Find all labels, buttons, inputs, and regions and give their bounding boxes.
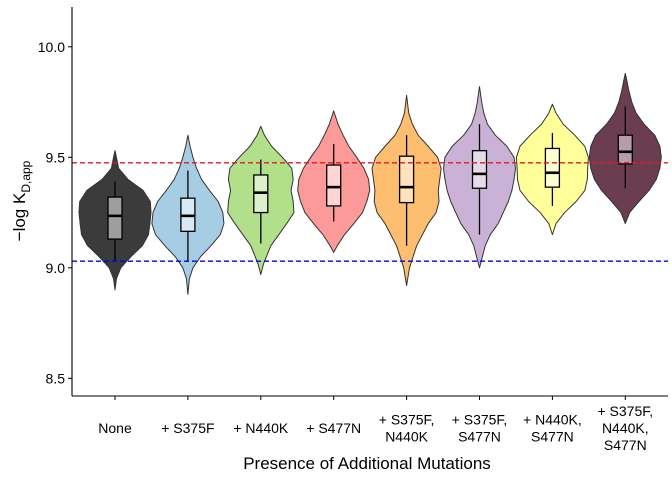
x-tick-label-line: + S375F,	[379, 412, 435, 428]
x-tick-label-line: None	[98, 420, 132, 436]
x-tick-label-line: + S375F,	[597, 403, 653, 419]
violin-group	[588, 72, 662, 225]
y-axis-title-main: −log K	[10, 192, 29, 241]
x-tick-label: + N440K	[233, 420, 289, 436]
x-tick-label: + S375F, N440K, S477N	[597, 403, 653, 453]
x-tick-label-line: S477N	[531, 429, 574, 445]
y-tick-label: 9.0	[46, 260, 66, 276]
plot-area	[72, 72, 668, 295]
y-tick-label: 10.0	[38, 39, 65, 55]
box-iqr	[471, 150, 488, 189]
box-iqr	[107, 196, 123, 240]
x-tick-label: + S375F, N440K	[379, 412, 435, 445]
x-tick-label-line: + S477N	[306, 420, 361, 436]
x-tick-label-line: + S375F	[161, 420, 214, 436]
box-iqr	[544, 147, 561, 188]
x-tick-label-line: N440K,	[602, 420, 649, 436]
violin-group	[297, 110, 371, 253]
x-tick-label: + S375F, S477N	[452, 412, 508, 445]
box-iqr	[617, 134, 633, 165]
x-tick-label: + N440K, S477N	[523, 412, 582, 445]
violin-group	[151, 134, 225, 295]
y-axis-ticks: 8.5 9.0 9.5 10.0	[38, 39, 72, 386]
y-axis-title-subscript: D,app	[19, 160, 33, 192]
violin-group	[443, 86, 516, 269]
x-tick-label: + S477N	[306, 420, 361, 436]
x-axis-title: Presence of Additional Mutations	[243, 454, 491, 473]
violin-group	[371, 94, 442, 286]
y-tick-label: 8.5	[46, 370, 66, 386]
x-tick-label-line: + N440K,	[523, 412, 582, 428]
y-axis-title: −log KD,app	[10, 160, 33, 241]
x-tick-label: None	[98, 420, 132, 436]
violin-group	[515, 103, 589, 236]
box-iqr	[398, 155, 415, 204]
x-tick-label-line: S477N	[604, 437, 647, 453]
x-tick-label-line: S477N	[458, 429, 501, 445]
x-tick-label-line: + N440K	[233, 420, 289, 436]
violin-group	[227, 125, 295, 275]
x-tick-label-line: + S375F,	[452, 412, 508, 428]
box-iqr	[326, 164, 342, 207]
x-tick-label: + S375F	[161, 420, 214, 436]
x-axis-ticks: None + S375F + N440K + S477N+ S375F, N440K+ …	[98, 396, 653, 453]
y-tick-label: 9.5	[46, 149, 66, 165]
x-tick-label-line: N440K	[385, 429, 428, 445]
violin-group	[78, 150, 152, 291]
